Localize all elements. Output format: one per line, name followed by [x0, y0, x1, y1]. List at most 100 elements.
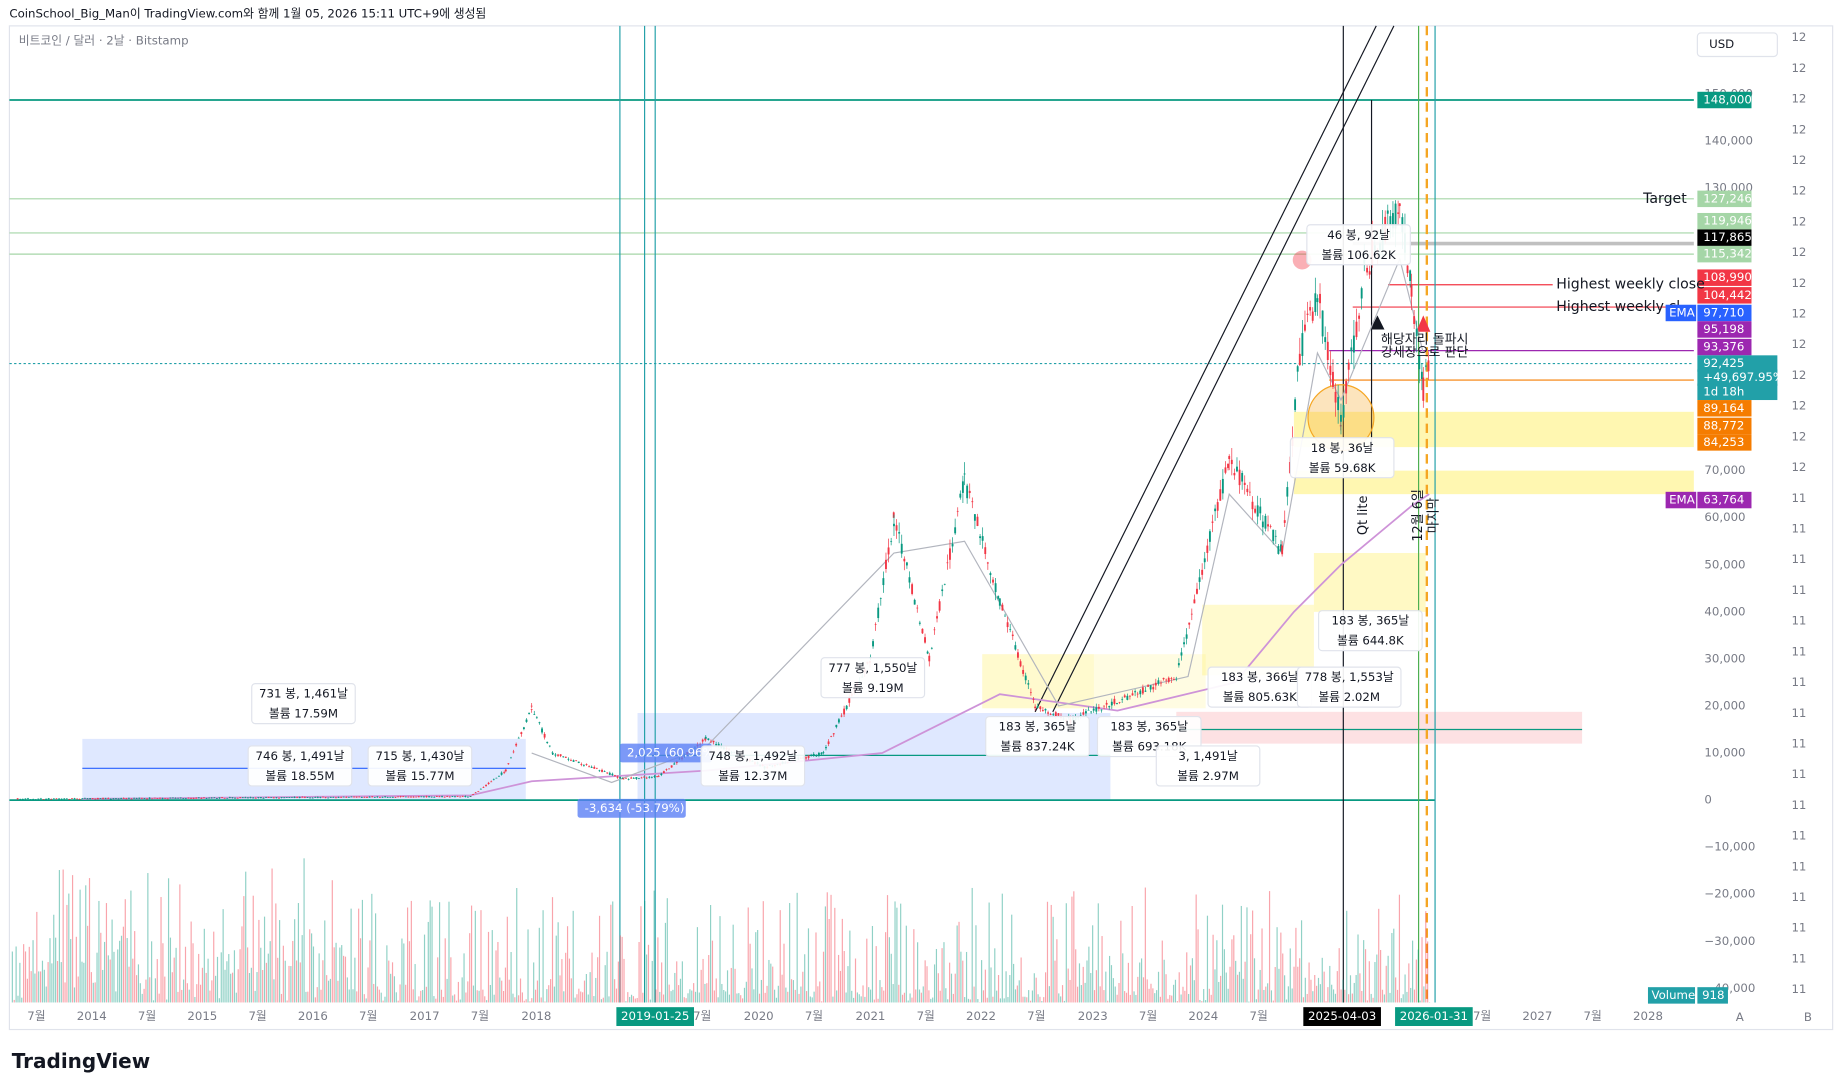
- candle-body: [241, 797, 244, 799]
- volume-bar: [107, 955, 109, 1003]
- price-tick-label: 0: [1704, 793, 1711, 807]
- candle-body: [461, 796, 464, 797]
- volume-bar: [469, 933, 471, 1003]
- volume-bar: [693, 983, 695, 1003]
- candle-body: [285, 797, 288, 798]
- volume-bar: [949, 962, 951, 1003]
- volume-bar: [499, 977, 501, 1003]
- volume-bar: [1370, 993, 1372, 1003]
- volume-bar: [702, 958, 704, 1003]
- candle-body: [1219, 489, 1222, 501]
- candle-body: [1022, 669, 1025, 674]
- currency-button[interactable]: [1696, 32, 1778, 58]
- candle-body: [603, 771, 606, 773]
- price-tick-label: 30,000: [1704, 651, 1745, 665]
- volume-bar: [115, 991, 117, 1003]
- candle-body: [479, 788, 482, 790]
- volume-bar: [286, 1000, 288, 1003]
- candle-body: [554, 754, 557, 756]
- volume-bar: [457, 981, 459, 1003]
- price-tag-label: 63,764: [1703, 493, 1744, 507]
- volume-bar: [1295, 927, 1297, 1003]
- candle-body: [1296, 366, 1299, 372]
- candle-body: [443, 796, 446, 798]
- candle-body: [1355, 321, 1358, 338]
- volume-bar: [1171, 995, 1173, 1003]
- candle-body: [998, 598, 1001, 606]
- volume-bar: [446, 978, 448, 1003]
- candle-body: [835, 724, 838, 728]
- volume-bar: [39, 971, 42, 1003]
- volume-bar: [356, 991, 358, 1003]
- volume-bar: [199, 984, 202, 1003]
- candle-body: [355, 796, 358, 798]
- volume-bar: [1061, 985, 1064, 1003]
- volume-bar: [945, 988, 947, 1003]
- volume-bar: [713, 990, 715, 1003]
- volume-bar: [570, 978, 572, 1003]
- candle-body: [472, 794, 475, 795]
- volume-bar: [141, 993, 143, 1003]
- candle-body: [640, 777, 643, 779]
- candle-body: [257, 797, 260, 798]
- annotation-text: 777 봉, 1,550날: [828, 661, 917, 675]
- volume-bar: [75, 936, 77, 1003]
- scale-button[interactable]: A: [1736, 1010, 1744, 1024]
- candle-body: [994, 583, 997, 593]
- volume-bar: [1116, 994, 1118, 1003]
- scale-button[interactable]: B: [1804, 1010, 1812, 1024]
- volume-bar: [634, 998, 636, 1003]
- volume-bar: [911, 997, 913, 1003]
- price-tag-label: 108,990: [1703, 270, 1752, 284]
- volume-bar: [71, 875, 74, 1003]
- volume-bar: [975, 925, 977, 1003]
- currency[interactable]: USD: [1709, 37, 1734, 51]
- price-tag-label: 104,442: [1703, 288, 1752, 302]
- candle-body: [903, 558, 906, 562]
- volume-bar: [1308, 962, 1310, 1003]
- volume-bar: [811, 997, 813, 1003]
- volume-bar: [1327, 987, 1329, 1003]
- volume-bar: [1280, 932, 1282, 1003]
- volume-bar: [760, 979, 762, 1003]
- candle-body: [1049, 714, 1052, 715]
- candle-body: [606, 772, 609, 774]
- annotation-text: 볼륨 805.63K: [1223, 690, 1297, 704]
- volume-bar: [64, 982, 66, 1003]
- candle-body: [371, 796, 374, 798]
- volume-bar: [484, 996, 486, 1003]
- candle-body: [1227, 463, 1229, 469]
- scale-digit: 11: [1791, 644, 1806, 658]
- volume-bar: [58, 870, 60, 1003]
- volume-bar: [331, 880, 333, 1003]
- candle-body: [893, 523, 895, 527]
- annotation-box: [367, 745, 473, 787]
- candle-body: [1418, 355, 1421, 370]
- candle-body: [562, 756, 565, 758]
- scale-digit: 11: [1791, 736, 1806, 750]
- volume-bar: [34, 973, 36, 1003]
- volume-bar: [815, 932, 817, 1003]
- candle-body: [213, 797, 216, 799]
- candle-body: [1113, 698, 1116, 704]
- volume-bar: [181, 989, 183, 1003]
- time-label: 7월: [248, 1009, 266, 1023]
- candle-body: [179, 797, 182, 799]
- candle-body: [112, 798, 115, 800]
- candle-body: [1259, 506, 1262, 514]
- volume-bar: [414, 964, 416, 1003]
- price-tag-label: +49,697.95%: [1703, 370, 1784, 384]
- candle-body: [283, 797, 286, 799]
- volume-bar: [17, 995, 19, 1003]
- volume-bar: [1304, 977, 1306, 1003]
- price-tick-label: 140,000: [1704, 134, 1753, 148]
- volume-bar: [555, 935, 557, 1003]
- candle-body: [267, 797, 270, 798]
- candle-body: [1326, 341, 1329, 360]
- volume-bar: [1321, 957, 1323, 1003]
- candle-body: [415, 796, 418, 798]
- candle-body: [50, 798, 53, 800]
- candle-body: [815, 755, 818, 757]
- volume-bar: [448, 901, 450, 1003]
- candle-body: [68, 798, 71, 800]
